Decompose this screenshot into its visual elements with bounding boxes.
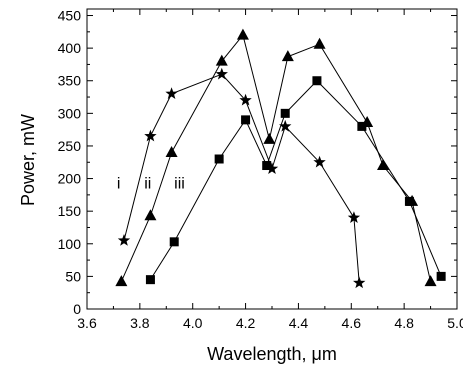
star-point (313, 155, 326, 168)
square-point (241, 115, 251, 125)
series-annotation: iii (174, 175, 185, 192)
star-point (165, 87, 178, 100)
x-tick-label: 4.0 (183, 315, 203, 331)
star-point (265, 162, 279, 175)
series-annotation: ii (144, 175, 151, 192)
square-point (357, 121, 367, 131)
x-tick-label: 4.2 (236, 315, 256, 331)
series-line (150, 80, 442, 280)
square-point (404, 196, 414, 206)
x-tick-label: 5.0 (447, 315, 463, 331)
triangle-point (215, 54, 228, 66)
y-tick-label: 100 (58, 236, 82, 252)
annotation-layer: i ii iii (117, 175, 185, 192)
star-point (353, 276, 366, 289)
star-point (239, 93, 252, 106)
y-tick-label: 400 (58, 40, 82, 56)
square-point (312, 76, 322, 86)
series-layer (115, 28, 446, 289)
y-tick-label: 300 (58, 105, 82, 121)
star-point (144, 129, 157, 142)
star-point (215, 67, 228, 80)
y-tick-label: 50 (65, 268, 81, 284)
series-1 (117, 67, 366, 289)
series-2 (115, 28, 437, 287)
x-tick-label: 3.6 (77, 315, 97, 331)
triangle-point (263, 132, 276, 144)
y-tick-label: 0 (73, 301, 81, 317)
series-line (123, 73, 360, 283)
plot-frame (86, 8, 458, 310)
x-tick-label: 4.6 (342, 315, 362, 331)
y-tick-label: 450 (58, 8, 82, 24)
x-tick-label: 4.4 (289, 315, 309, 331)
x-tick-labels: 3.6 3.8 4.0 4.2 4.4 4.6 4.8 5.0 (77, 315, 463, 331)
series-annotation: i (117, 175, 121, 192)
triangle-point (165, 145, 178, 157)
star-point (347, 211, 361, 223)
square-point (145, 275, 155, 285)
star-point (117, 234, 131, 246)
triangle-point (377, 159, 389, 171)
triangle-point (313, 37, 326, 49)
triangle-point (424, 275, 437, 287)
x-axis-title: Wavelength, μm (207, 344, 337, 364)
triangle-point (115, 275, 128, 287)
square-point (280, 108, 290, 118)
square-point (436, 271, 446, 281)
square-point (169, 237, 179, 247)
triangle-point (236, 28, 249, 40)
triangle-point (281, 50, 294, 62)
y-tick-labels: 0 50 100 150 200 250 300 350 400 450 (58, 8, 82, 317)
axis-ticks (86, 9, 458, 310)
triangle-point (144, 209, 157, 221)
y-tick-label: 250 (58, 138, 82, 154)
y-tick-label: 350 (58, 73, 82, 89)
star-point (279, 119, 292, 132)
series-line (120, 34, 432, 282)
y-axis-title: Power, mW (18, 114, 38, 206)
x-tick-label: 4.8 (394, 315, 414, 331)
square-point (262, 161, 272, 171)
x-tick-label: 3.8 (130, 315, 150, 331)
square-point (214, 154, 224, 164)
series-3 (145, 76, 446, 285)
y-tick-label: 200 (58, 171, 82, 187)
y-tick-label: 150 (58, 203, 82, 219)
